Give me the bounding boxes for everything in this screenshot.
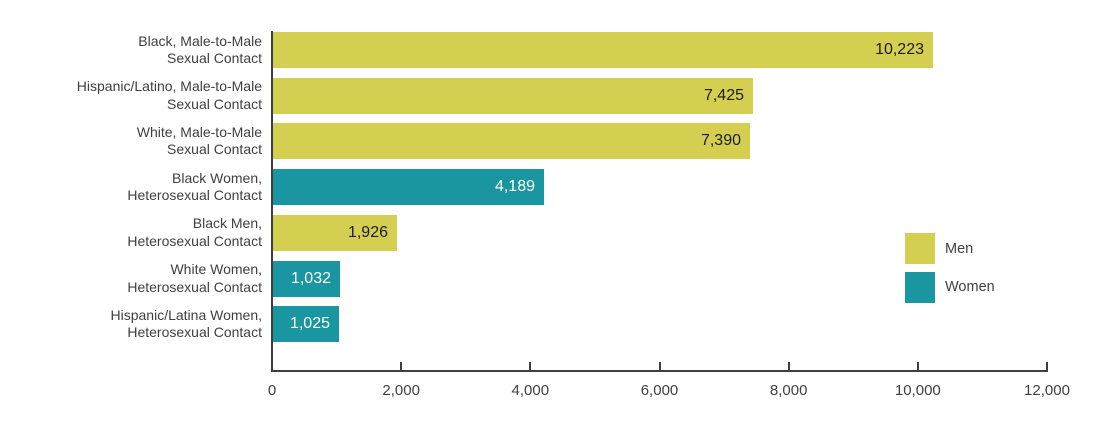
x-axis-tick	[529, 362, 532, 370]
category-label-line: Black Women,	[172, 169, 262, 186]
bar-value-label: 7,425	[703, 86, 744, 104]
x-axis-tick	[400, 362, 403, 370]
bar-value-label: 1,926	[347, 223, 388, 241]
x-axis-tick-label: 8,000	[769, 382, 808, 399]
legend-swatch-women	[905, 271, 935, 303]
category-label-line: Sexual Contact	[167, 95, 262, 112]
category-label-line: Hispanic/Latina Women,	[110, 306, 262, 323]
category-label-line: White, Male-to-Male	[136, 123, 262, 140]
category-label-line: Black Men,	[192, 215, 262, 232]
x-axis-tick-label: 10,000	[894, 382, 941, 399]
category-label: White, Male-to-Male Sexual Contact	[0, 122, 262, 160]
bar-men: 7,390	[273, 123, 750, 160]
category-label: Black Men, Heterosexual Contact	[0, 214, 262, 252]
bar-value-label: 1,025	[289, 315, 330, 333]
x-axis-tick	[1046, 362, 1048, 370]
category-label-line: Hispanic/Latino, Male-to-Male	[76, 78, 262, 95]
category-label-line: Heterosexual Contact	[127, 278, 262, 295]
bar-men: 10,223	[273, 32, 933, 68]
x-axis-tick-label: 2,000	[382, 382, 420, 399]
bar-women: 1,032	[273, 260, 340, 297]
legend-label-women: Women	[945, 279, 995, 295]
x-axis-tick-label: 6,000	[640, 382, 679, 399]
category-label: White Women, Heterosexual Contact	[0, 260, 262, 298]
bar-men: 1,926	[273, 214, 397, 251]
category-label-line: White Women,	[170, 261, 262, 277]
x-axis-line	[271, 370, 1048, 372]
bar-value-label: 10,223	[875, 41, 924, 58]
legend-label-men: Men	[945, 240, 974, 257]
category-label-line: Heterosexual Contact	[127, 324, 262, 341]
category-label: Hispanic/Latino, Male-to-Male Sexual Cont…	[0, 77, 262, 115]
bar-women: 4,189	[273, 169, 544, 206]
category-label-line: Black, Male-to-Male	[138, 32, 262, 49]
bar-women: 1,025	[273, 306, 339, 343]
bar-value-label: 4,189	[494, 178, 535, 196]
category-label-line: Sexual Contact	[167, 50, 262, 66]
x-axis-tick	[916, 362, 919, 370]
x-axis-tick	[658, 362, 661, 370]
category-label: Black Women, Heterosexual Contact	[0, 168, 262, 206]
legend-swatch-men	[905, 233, 935, 264]
x-axis-tick	[271, 362, 273, 370]
x-axis-tick	[787, 362, 790, 370]
category-label-line: Sexual Contact	[167, 141, 262, 158]
x-axis-tick-label: 4,000	[511, 382, 550, 399]
bar-men: 7,425	[273, 77, 753, 114]
category-label-line: Heterosexual Contact	[127, 187, 262, 204]
bar-value-label: 7,390	[700, 132, 741, 150]
category-label-line: Heterosexual Contact	[127, 232, 262, 249]
y-axis-line	[271, 31, 273, 372]
category-label: Black, Male-to-Male Sexual Contact	[0, 31, 262, 69]
category-label: Hispanic/Latina Women, Heterosexual Conta…	[0, 305, 262, 343]
bar-value-label: 1,032	[290, 269, 331, 287]
x-axis-tick-label: 12,000	[1024, 382, 1070, 399]
x-axis-tick-label: 0	[267, 382, 277, 399]
